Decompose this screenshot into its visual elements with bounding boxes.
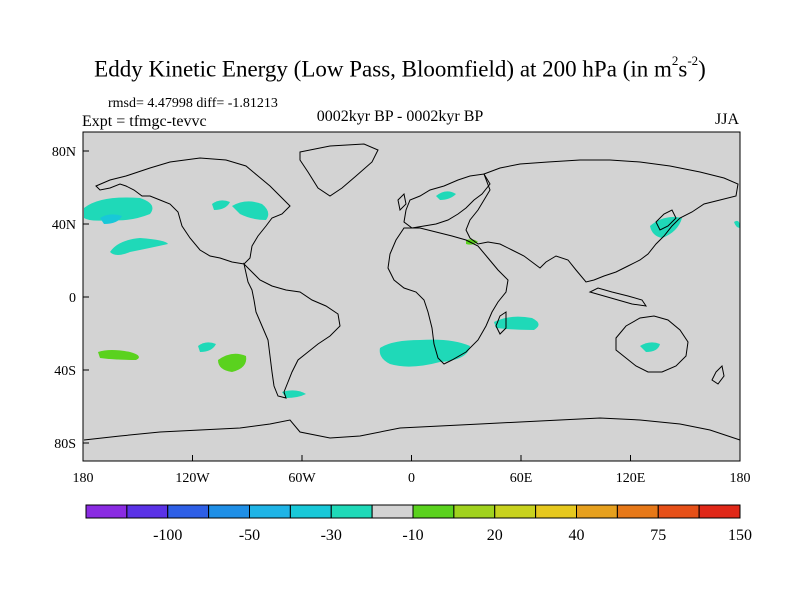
anomaly-blob [734,220,740,228]
coast-australia [615,315,689,373]
map-background [83,132,740,461]
colorbar-swatch [249,504,291,519]
lon-tick-label: 120E [616,471,646,486]
stats-label: rmsd= 4.47998 diff= -1.81213 [108,96,278,111]
anomaly-blob [282,390,306,398]
lat-tick-label: 0 [69,291,76,306]
anomaly-blob [466,239,478,245]
coast-north-america [95,157,291,265]
colorbar-swatch [85,504,128,519]
anomaly-blob [232,201,269,220]
anomaly-blob [198,342,216,352]
coastlines [83,143,741,441]
lon-tick-label: 0 [408,471,415,486]
colorbar-label: -10 [402,527,423,544]
lon-tick-label: 120W [175,471,210,486]
anomaly-blob [84,197,153,221]
anomaly-blob [218,353,247,372]
lat-tick-label: 40N [52,218,76,233]
plot-title: Eddy Kinetic Energy (Low Pass, Bloomfiel… [94,53,706,82]
colorbar-swatch [167,504,210,519]
tick-marks [82,150,741,461]
lon-tick-label: 60E [510,471,533,486]
coast-uk [397,192,407,212]
anomaly-blob [110,238,168,255]
coast-south-america [243,262,341,399]
colorbar-swatch [535,504,577,519]
colorbar-swatch [371,504,414,519]
colorbar-swatch [576,504,618,519]
colorbar-label: -100 [153,527,182,544]
lon-tick-label: 180 [730,471,751,486]
coast-japan [655,209,677,231]
anomaly-blob [100,214,122,224]
colorbar-swatch [126,504,169,519]
colorbar-label: -50 [239,527,260,544]
coast-indonesia [588,287,648,307]
colorbar-swatch [289,504,332,519]
colorbar-label: 40 [569,527,585,544]
anomaly-blob [436,191,456,200]
lon-tick-label: 180 [73,471,94,486]
colorbar-swatch [616,504,659,519]
colorbar-swatch [657,504,700,519]
colorbar-label: 75 [650,527,666,544]
colorbar-swatch [208,504,250,519]
colorbar-swatch [698,504,741,519]
colorbar-swatch [412,504,455,519]
anomaly-blob [379,339,470,367]
coast-greenland [299,143,379,197]
lon-tick-label: 60W [288,471,316,486]
colorbar-swatch [494,504,537,519]
anomaly-blob [640,342,660,352]
season-label: JJA [715,111,740,128]
lat-tick-label: 40S [54,364,76,379]
coast-africa [387,227,509,365]
anomaly-blob [212,200,230,210]
experiment-label: Expt = tfmgc-tevvc [82,113,207,130]
lat-tick-label: 80N [52,145,76,160]
map-panel: 180 120W 60W 0 60E 120E 180 80N 40N 0 40… [52,131,751,486]
period-label: 0002kyr BP - 0002kyr BP [316,108,484,125]
colorbar-swatch [453,504,496,519]
coast-asia [465,159,739,283]
colorbar-label: 150 [728,527,752,544]
coast-new-zealand [711,364,725,385]
coast-madagascar [495,311,507,335]
colorbar-swatch [330,504,373,519]
colorbar-label: 20 [487,527,503,544]
coast-antarctica [83,417,741,441]
colorbar-label: -30 [321,527,342,544]
lat-tick-label: 80S [54,437,76,452]
anomaly-blob [494,316,539,330]
anomaly-layer [84,191,740,398]
colorbar [85,504,741,519]
anomaly-blob [98,350,139,360]
coast-europe [403,173,491,229]
colorbar-labels: -100 -50 -30 -10 20 40 75 150 [153,527,752,544]
